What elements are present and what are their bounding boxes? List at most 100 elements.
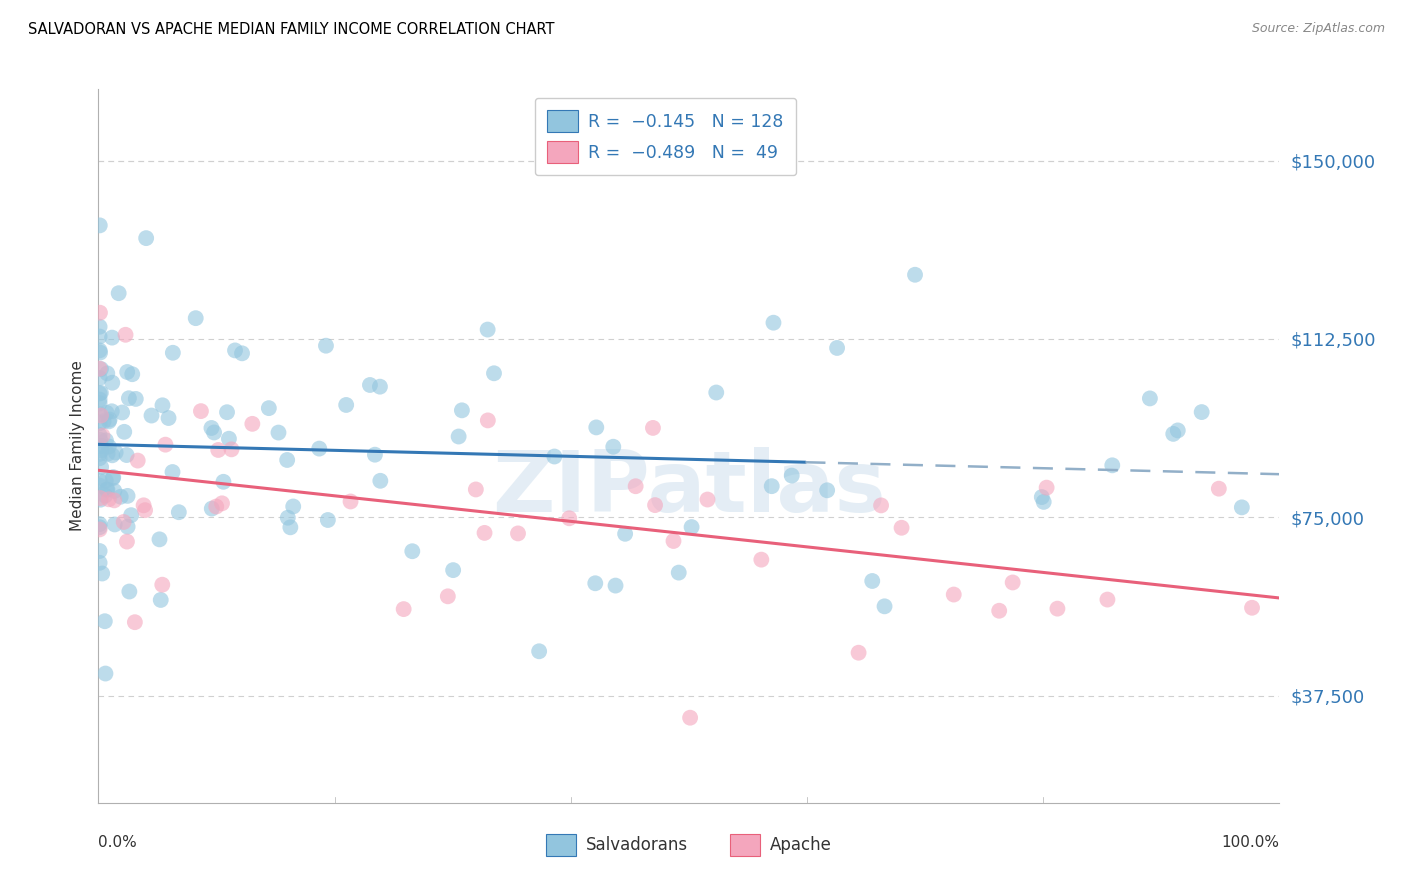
Point <box>89 396 111 410</box>
Point <box>605 578 627 592</box>
Point <box>98 412 121 426</box>
Point <box>94 666 117 681</box>
Point <box>212 475 235 489</box>
Point <box>124 615 146 630</box>
Point <box>308 442 330 456</box>
Point <box>97 414 120 428</box>
Point <box>370 474 392 488</box>
Point <box>148 533 170 547</box>
Text: Source: ZipAtlas.com: Source: ZipAtlas.com <box>1251 22 1385 36</box>
Point <box>89 319 111 334</box>
Point <box>152 398 174 412</box>
Point <box>848 646 870 660</box>
Point <box>257 401 280 416</box>
Point <box>89 556 111 570</box>
Point <box>1101 458 1123 473</box>
Text: ZIPatlas: ZIPatlas <box>492 447 886 531</box>
Point <box>224 343 246 358</box>
Point <box>89 474 111 488</box>
Legend: Salvadorans, Apache: Salvadorans, Apache <box>540 828 838 863</box>
Point <box>134 503 156 517</box>
Point <box>94 434 117 448</box>
Point <box>115 534 138 549</box>
Point <box>103 470 125 484</box>
Point <box>89 491 111 505</box>
Point <box>89 345 111 359</box>
Point <box>149 593 172 607</box>
Point <box>96 367 118 381</box>
Point <box>1240 600 1263 615</box>
Point <box>614 526 637 541</box>
Text: 100.0%: 100.0% <box>1222 835 1279 850</box>
Point <box>89 451 111 466</box>
Point <box>90 385 112 400</box>
Point <box>825 341 848 355</box>
Point <box>644 498 666 512</box>
Point <box>117 489 139 503</box>
Point <box>89 544 111 558</box>
Point <box>696 492 718 507</box>
Point <box>276 453 298 467</box>
Point <box>662 533 685 548</box>
Point <box>1139 392 1161 406</box>
Point <box>162 345 184 359</box>
Point <box>89 343 111 358</box>
Point <box>89 392 111 407</box>
Point <box>904 268 927 282</box>
Point <box>96 483 118 497</box>
Point <box>101 448 124 462</box>
Point <box>205 500 228 514</box>
Point <box>762 316 785 330</box>
Point <box>280 520 302 534</box>
Point <box>240 417 263 431</box>
Point <box>477 322 499 336</box>
Point <box>283 500 305 514</box>
Point <box>201 501 224 516</box>
Point <box>401 544 423 558</box>
Point <box>316 513 339 527</box>
Point <box>392 602 415 616</box>
Point <box>125 392 148 406</box>
Point <box>89 428 111 442</box>
Point <box>118 391 141 405</box>
Point <box>277 510 299 524</box>
Point <box>624 479 647 493</box>
Point <box>90 443 112 458</box>
Point <box>97 447 120 461</box>
Point <box>101 471 124 485</box>
Point <box>335 398 357 412</box>
Point <box>942 588 965 602</box>
Point <box>94 489 117 503</box>
Point <box>1046 601 1069 615</box>
Point <box>368 379 391 393</box>
Point <box>1032 495 1054 509</box>
Point <box>1031 490 1053 504</box>
Point <box>441 563 464 577</box>
Point <box>112 515 135 529</box>
Point <box>162 465 184 479</box>
Point <box>89 407 111 421</box>
Point <box>89 371 111 385</box>
Point <box>543 450 565 464</box>
Point <box>89 219 111 233</box>
Point <box>115 365 138 379</box>
Point <box>190 404 212 418</box>
Point <box>184 311 207 326</box>
Point <box>211 496 233 510</box>
Point <box>89 517 111 532</box>
Point <box>464 483 486 497</box>
Point <box>890 521 912 535</box>
Point <box>1191 405 1213 419</box>
Point <box>91 428 114 442</box>
Point <box>558 511 581 525</box>
Point <box>749 552 772 566</box>
Point <box>94 614 117 628</box>
Point <box>1001 575 1024 590</box>
Point <box>90 460 112 475</box>
Point <box>104 445 127 459</box>
Point <box>114 327 136 342</box>
Point <box>157 411 180 425</box>
Point <box>761 479 783 493</box>
Point <box>101 331 124 345</box>
Point <box>89 329 111 343</box>
